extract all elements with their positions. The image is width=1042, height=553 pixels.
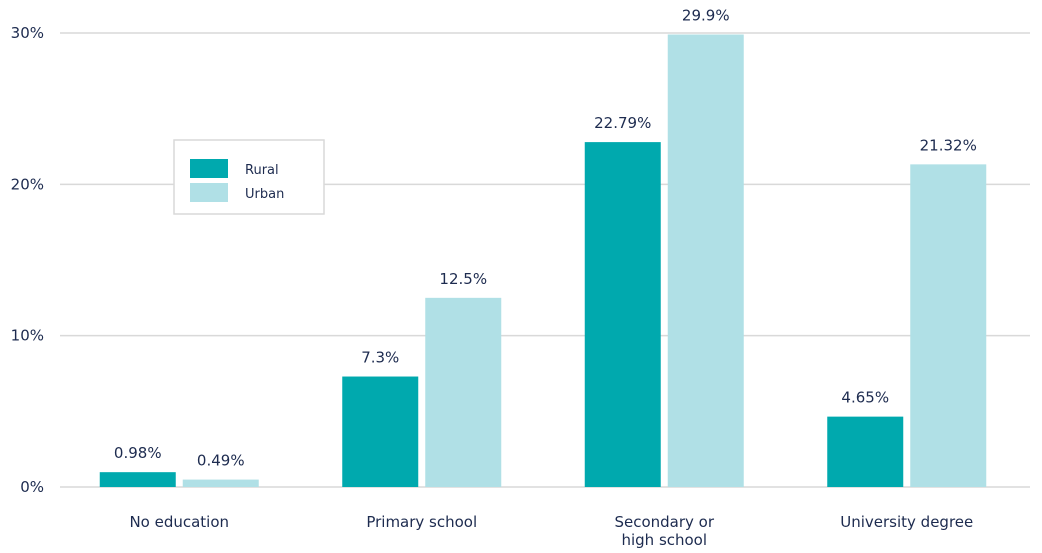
data-label-urban: 21.32% xyxy=(920,136,977,154)
data-label-urban: 0.49% xyxy=(197,452,245,470)
y-tick-label: 10% xyxy=(11,327,44,345)
data-label-rural: 0.98% xyxy=(114,444,162,462)
data-label-rural: 22.79% xyxy=(594,114,651,132)
category-label: No education xyxy=(129,513,229,531)
bar-urban-3 xyxy=(910,164,987,487)
bar-rural-3 xyxy=(827,416,904,487)
y-tick-label: 0% xyxy=(20,478,44,496)
data-labels: 0.98% 0.49% 7.3% 12.5% 22.79% 29.9% 4.65% 21.32… xyxy=(114,7,977,470)
data-label-rural: 7.3% xyxy=(361,349,399,367)
legend-swatch-rural xyxy=(190,159,228,178)
y-axis-ticks: 0% 10% 20% 30% xyxy=(11,24,44,496)
legend-swatch-urban xyxy=(190,183,228,202)
data-label-rural: 4.65% xyxy=(841,389,889,407)
category-label: Secondary or high school xyxy=(614,513,714,549)
y-tick-label: 20% xyxy=(11,175,44,193)
category-label: Primary school xyxy=(366,513,477,531)
bar-urban-2 xyxy=(667,34,744,487)
legend-label-rural: Rural xyxy=(245,163,279,178)
data-label-urban: 29.9% xyxy=(682,7,730,25)
bar-rural-2 xyxy=(584,142,661,487)
category-label: University degree xyxy=(840,513,973,531)
bars xyxy=(99,34,987,487)
bar-urban-0 xyxy=(182,479,259,487)
legend-label-urban: Urban xyxy=(245,187,284,202)
bar-rural-1 xyxy=(342,376,419,487)
y-tick-label: 30% xyxy=(11,24,44,42)
bar-urban-1 xyxy=(425,297,502,487)
bar-rural-0 xyxy=(99,472,176,487)
data-label-urban: 12.5% xyxy=(439,270,487,288)
legend: Rural Urban xyxy=(173,139,325,215)
category-labels: No education Primary school Secondary or hi… xyxy=(129,513,973,549)
